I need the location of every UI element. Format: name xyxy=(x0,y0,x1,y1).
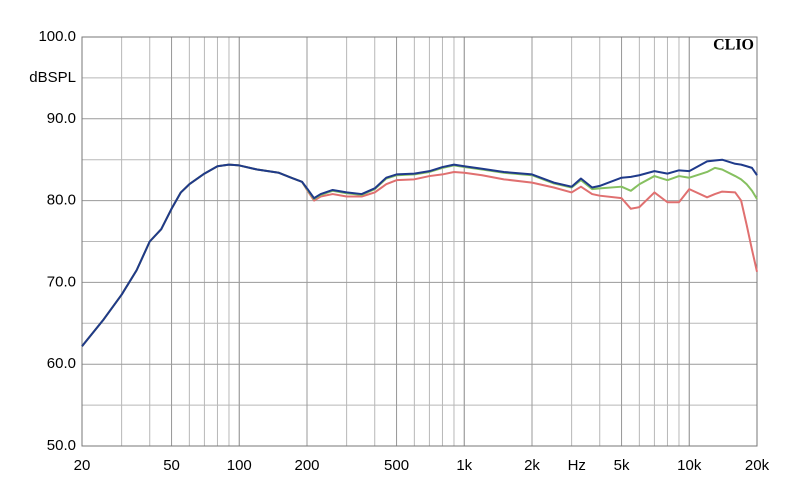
y-tick-label: 70.0 xyxy=(47,273,76,290)
x-tick-label: 2k xyxy=(524,457,540,474)
x-tick-label: 10k xyxy=(677,457,702,474)
y-tick-label: 50.0 xyxy=(47,437,76,454)
series-line xyxy=(81,158,758,347)
y-tick-label: 100.0 xyxy=(38,28,76,45)
y-axis-label: dBSPL xyxy=(29,69,76,86)
x-tick-label: 100 xyxy=(227,457,252,474)
watermark: CLIO xyxy=(713,37,754,54)
plot-frame xyxy=(81,36,758,447)
y-tick-label: 80.0 xyxy=(47,192,76,209)
y-tick-label: 90.0 xyxy=(47,110,76,127)
x-tick-label: 20k xyxy=(745,457,770,474)
x-tick-label: 5k xyxy=(614,457,630,474)
x-tick-label: 200 xyxy=(294,457,319,474)
x-tick-label: 1k xyxy=(456,457,472,474)
y-tick-label: 60.0 xyxy=(47,355,76,372)
x-tick-label: 500 xyxy=(384,457,409,474)
x-axis-label: Hz xyxy=(568,457,586,474)
x-tick-label: 50 xyxy=(163,457,180,474)
x-tick-label: 20 xyxy=(74,457,91,474)
